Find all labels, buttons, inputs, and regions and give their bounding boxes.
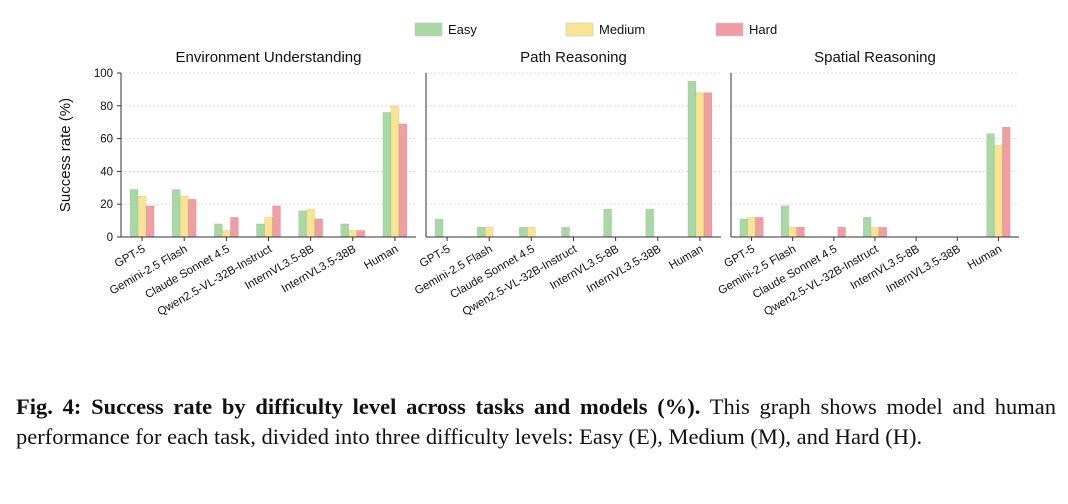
- bar-easy: [434, 218, 444, 238]
- bar-easy: [519, 226, 528, 238]
- legend-label: Hard: [749, 22, 777, 37]
- bar-easy: [986, 133, 995, 238]
- bar-hard: [356, 230, 366, 238]
- bar-medium: [788, 226, 797, 238]
- legend-label: Easy: [448, 22, 477, 37]
- x-tick-label: Human: [966, 243, 1004, 272]
- bar-easy: [603, 208, 612, 238]
- figure-caption: Fig. 4: Success rate by difficulty level…: [16, 392, 1056, 452]
- bar-hard: [187, 199, 197, 238]
- bar-easy: [382, 112, 392, 238]
- bar-hard: [230, 217, 239, 238]
- bar-easy: [863, 217, 872, 238]
- bar-easy: [561, 226, 570, 238]
- legend-label: Medium: [599, 22, 645, 37]
- y-axis-label: Success rate (%): [57, 98, 74, 212]
- legend-swatch: [565, 22, 594, 37]
- bar-hard: [314, 218, 323, 238]
- bar-medium: [870, 226, 880, 238]
- success-rate-chart: Easy Medium Hard Environment Understanding…: [57, 22, 1019, 318]
- legend-swatch: [715, 22, 744, 37]
- legend-item-easy: Easy: [414, 22, 477, 37]
- bar-easy: [214, 223, 223, 238]
- bar-hard: [272, 205, 281, 238]
- bar-hard: [398, 123, 408, 238]
- panel-1: Environment Understanding020406080100GPT…: [94, 49, 416, 318]
- y-tick-label: 40: [100, 166, 113, 178]
- bar-hard: [755, 217, 764, 238]
- chart-panels: Environment Understanding020406080100GPT…: [94, 49, 1019, 318]
- bar-easy: [739, 218, 748, 238]
- bar-easy: [256, 223, 265, 238]
- legend-item-hard: Hard: [715, 22, 777, 37]
- y-tick-label: 60: [100, 134, 113, 146]
- bar-hard: [796, 226, 805, 238]
- caption-text: This graph shows model and human perform…: [16, 394, 1056, 449]
- bar-easy: [687, 80, 697, 238]
- bar-hard: [878, 226, 887, 238]
- bar-easy: [780, 205, 790, 238]
- bar-hard: [1002, 126, 1011, 238]
- bar-easy: [645, 208, 655, 238]
- bar-medium: [484, 226, 494, 238]
- bar-medium: [179, 195, 189, 238]
- bar-easy: [129, 189, 139, 238]
- bar-medium: [527, 226, 536, 238]
- x-tick-label: Human: [362, 243, 400, 272]
- y-tick-label: 20: [100, 199, 113, 211]
- x-tick-label: InternVL3.5-38B: [585, 243, 664, 295]
- y-tick-label: 0: [107, 232, 113, 244]
- y-tick-label: 100: [94, 68, 113, 80]
- panel-title: Spatial Reasoning: [814, 49, 936, 66]
- caption-label: Fig. 4: Success rate by difficulty level…: [16, 394, 701, 419]
- bar-easy: [171, 189, 181, 238]
- x-tick-label: Human: [667, 243, 705, 272]
- bar-medium: [348, 230, 358, 238]
- bar-medium: [306, 208, 315, 238]
- bar-hard: [145, 205, 155, 238]
- bar-hard: [703, 92, 713, 238]
- bar-easy: [298, 210, 307, 238]
- y-tick-label: 80: [100, 101, 113, 113]
- bar-easy: [340, 223, 350, 238]
- bar-medium: [390, 105, 400, 238]
- bar-easy: [476, 226, 486, 238]
- bar-medium: [264, 217, 273, 238]
- bar-hard: [837, 226, 846, 238]
- panel-title: Path Reasoning: [520, 49, 627, 66]
- bar-medium: [747, 217, 756, 238]
- bar-medium: [137, 195, 147, 238]
- legend-swatch: [414, 22, 443, 37]
- x-tick-label: InternVL3.5-38B: [280, 243, 359, 295]
- bar-medium: [994, 144, 1003, 238]
- legend-item-medium: Medium: [565, 22, 645, 37]
- panel-title: Environment Understanding: [176, 49, 362, 66]
- x-tick-label: InternVL3.5-38B: [884, 243, 963, 295]
- bar-medium: [222, 230, 231, 238]
- chart-legend: Easy Medium Hard: [414, 22, 777, 37]
- bar-medium: [695, 92, 705, 238]
